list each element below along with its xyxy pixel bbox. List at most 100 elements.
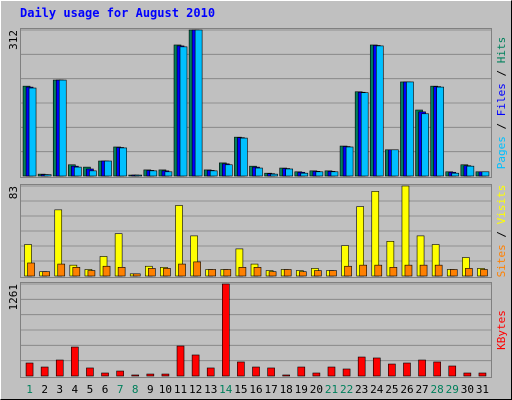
bar xyxy=(225,164,233,177)
bar xyxy=(146,373,155,377)
bar xyxy=(89,170,97,177)
bar xyxy=(191,354,200,377)
bar xyxy=(238,267,247,277)
bar xyxy=(57,263,66,277)
x-tick-label: 2 xyxy=(41,383,48,396)
y-tick-label: 312 xyxy=(7,30,20,50)
x-tick-label: 9 xyxy=(147,383,154,396)
bar xyxy=(285,168,293,177)
legend: Pages / Files / Hits xyxy=(495,37,508,170)
y-tick-label: 83 xyxy=(7,186,20,199)
bar xyxy=(237,361,245,377)
bar xyxy=(28,87,37,177)
x-tick-label: 24 xyxy=(370,383,384,396)
legend-entry: Hits xyxy=(495,37,508,64)
bar xyxy=(360,92,369,177)
bar xyxy=(375,45,384,177)
x-tick-label: 12 xyxy=(189,383,202,396)
bar xyxy=(255,167,263,177)
bar xyxy=(389,267,398,277)
x-tick-label: 4 xyxy=(72,383,79,396)
bar xyxy=(327,366,336,377)
bar xyxy=(74,166,82,177)
x-tick-label: 22 xyxy=(340,383,353,396)
legend: Sites / Visits xyxy=(495,185,508,278)
x-tick-label: 11 xyxy=(174,383,187,396)
bar xyxy=(463,372,472,377)
bar xyxy=(71,346,79,377)
bar xyxy=(194,29,203,177)
bar xyxy=(345,146,354,177)
x-tick-label: 16 xyxy=(249,383,262,396)
bar xyxy=(253,267,262,277)
legend-separator: / xyxy=(495,63,508,83)
bar xyxy=(179,46,188,177)
bar xyxy=(478,372,487,377)
bar xyxy=(448,365,457,377)
bar xyxy=(208,269,217,277)
bar xyxy=(344,265,352,277)
legend-entry: KBytes xyxy=(495,310,508,350)
x-tick-label: 1 xyxy=(26,383,33,396)
bar xyxy=(117,267,126,277)
x-tick-label: 14 xyxy=(219,383,233,396)
bar xyxy=(298,271,307,277)
bar xyxy=(132,273,141,277)
x-tick-label: 15 xyxy=(234,383,247,396)
bar xyxy=(480,269,488,277)
bar xyxy=(102,265,111,277)
chart-title: Daily usage for August 2010 xyxy=(20,6,215,20)
bar xyxy=(404,264,413,277)
bar xyxy=(193,261,201,277)
bar xyxy=(466,165,475,177)
bar xyxy=(86,367,94,377)
bar xyxy=(403,362,411,377)
bar xyxy=(161,373,170,377)
bar xyxy=(58,79,67,177)
x-tick-label: 20 xyxy=(310,383,323,396)
bar xyxy=(268,271,277,277)
bar xyxy=(40,366,49,377)
x-tick-label: 25 xyxy=(385,383,398,396)
bar xyxy=(101,372,109,377)
bar xyxy=(421,113,429,177)
bar xyxy=(43,174,52,177)
bar xyxy=(465,268,473,277)
bar xyxy=(134,174,143,177)
bar xyxy=(206,367,215,377)
bar xyxy=(119,147,127,177)
bar xyxy=(42,271,50,277)
bar xyxy=(209,170,218,177)
bar xyxy=(406,81,414,177)
bar xyxy=(357,356,366,377)
legend: KBytes xyxy=(495,310,508,350)
legend-entry: Pages xyxy=(495,136,508,169)
bar xyxy=(451,172,460,177)
x-tick-label: 21 xyxy=(325,383,338,396)
bar xyxy=(104,160,112,177)
legend-entry: Sites xyxy=(495,244,508,277)
bar xyxy=(149,170,158,177)
bar xyxy=(371,191,380,277)
bar xyxy=(131,374,140,377)
bar xyxy=(116,370,124,377)
x-tick-label: 7 xyxy=(117,383,124,396)
bar xyxy=(55,359,64,377)
bar xyxy=(434,264,443,277)
bar xyxy=(391,149,399,177)
bar xyxy=(270,173,278,177)
bar xyxy=(164,171,173,177)
legend-separator: / xyxy=(495,116,508,136)
bar xyxy=(433,361,441,377)
y-tick-label: 1261 xyxy=(7,284,20,311)
x-tick-label: 30 xyxy=(461,383,474,396)
bar xyxy=(223,269,232,277)
bar xyxy=(176,345,185,377)
bar xyxy=(436,86,444,177)
x-tick-label: 17 xyxy=(264,383,277,396)
x-tick-label: 23 xyxy=(355,383,368,396)
bar xyxy=(297,366,306,377)
bar xyxy=(25,362,34,377)
